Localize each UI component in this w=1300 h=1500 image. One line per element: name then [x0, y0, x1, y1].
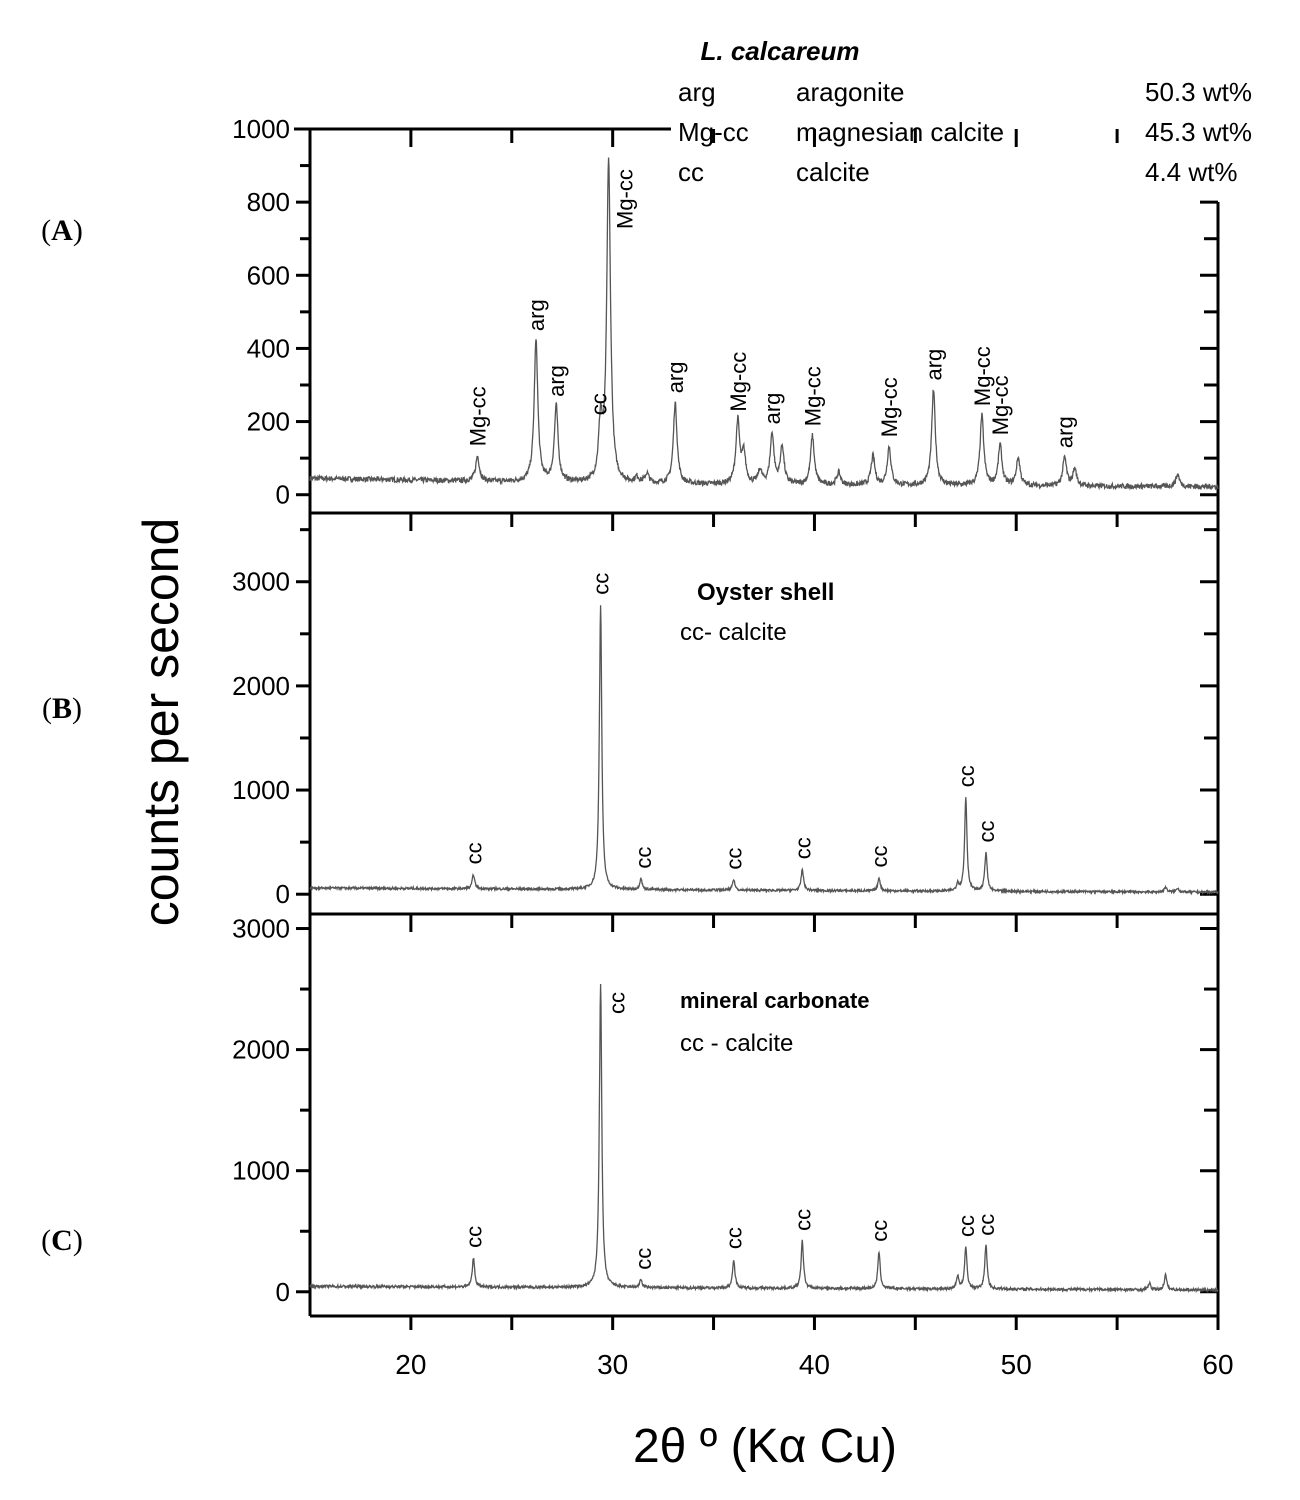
peak-label: cc — [867, 846, 892, 868]
peak-label: Mg-cc — [800, 366, 825, 426]
legend-abbr: cc — [678, 157, 704, 187]
peak-label: Mg-cc — [988, 375, 1013, 435]
peak-label: cc — [722, 848, 747, 870]
annotation-title: Oyster shell — [697, 579, 834, 606]
peak-label: cc — [974, 1214, 999, 1236]
legend-abbr: arg — [678, 77, 716, 107]
y-tick-label: 1000 — [232, 775, 290, 805]
legend-value: 4.4 wt% — [1145, 157, 1238, 187]
x-tick-label: 40 — [799, 1349, 830, 1380]
peak-label: arg — [663, 362, 688, 394]
y-tick-label: 800 — [247, 187, 290, 217]
peak-label: Mg-cc — [726, 352, 751, 412]
peak-label: arg — [524, 299, 549, 331]
y-tick-label: 200 — [247, 407, 290, 437]
peak-label: cc — [587, 393, 612, 415]
annotation-subtitle: cc - calcite — [680, 1030, 793, 1057]
peak-label: cc — [605, 992, 630, 1014]
spectrum-line — [309, 157, 1219, 491]
x-tick-label: 30 — [597, 1349, 628, 1380]
x-axis-title: 2θ º (Kα Cu) — [633, 1420, 897, 1473]
spectrum-line — [309, 983, 1219, 1294]
peak-label: cc — [954, 765, 979, 787]
peak-label: cc — [954, 1215, 979, 1237]
y-tick-label: 2000 — [232, 1035, 290, 1065]
panel-b: 0 1000 2000 3000 cc cc cc cc cc cc cc cc (B) Oyster s… — [42, 513, 1220, 916]
peak-label: Mg-cc — [613, 169, 638, 229]
peak-label: Mg-cc — [970, 346, 995, 406]
peak-label: Mg-cc — [466, 386, 491, 446]
y-axis-title: counts per second — [133, 518, 189, 927]
x-tick-label: 60 — [1202, 1349, 1233, 1380]
x-tick-label: 50 — [1001, 1349, 1032, 1380]
peak-label: arg — [922, 349, 947, 381]
y-tick-label: 1000 — [232, 114, 290, 144]
legend-value: 50.3 wt% — [1145, 77, 1252, 107]
legend-name: aragonite — [796, 77, 904, 107]
peak-label: cc — [461, 1226, 486, 1248]
legend-value: 45.3 wt% — [1145, 117, 1252, 147]
peak-label: cc — [790, 837, 815, 859]
panel-label: (A) — [41, 214, 83, 247]
y-tick-label: 2000 — [232, 671, 290, 701]
panel-label: (C) — [41, 1224, 83, 1257]
peak-label: arg — [544, 365, 569, 397]
peak-label: arg — [1053, 416, 1078, 448]
peak-label: Mg-cc — [877, 377, 902, 437]
y-tick-label: 0 — [276, 879, 290, 909]
spectrum-line — [309, 605, 1219, 896]
legend-abbr: Mg-cc — [678, 117, 749, 147]
peak-label: cc — [790, 1209, 815, 1231]
peak-label: cc — [974, 821, 999, 843]
y-tick-label: 600 — [247, 260, 290, 290]
annotation-title: mineral carbonate — [680, 988, 870, 1013]
peak-label: cc — [589, 573, 614, 595]
y-tick-label: 3000 — [232, 914, 290, 944]
y-tick-label: 3000 — [232, 567, 290, 597]
peak-label: cc — [631, 1248, 656, 1270]
legend-name: magnesian calcite — [796, 117, 1004, 147]
x-tick-label: 20 — [395, 1349, 426, 1380]
peak-label: cc — [461, 842, 486, 864]
peak-label: cc — [631, 847, 656, 869]
legend-title: L. calcareum — [701, 36, 860, 66]
y-tick-label: 400 — [247, 333, 290, 363]
panel-label: (B) — [42, 692, 82, 725]
peak-label: cc — [722, 1227, 747, 1249]
peak-label: arg — [760, 393, 785, 425]
y-tick-label: 1000 — [232, 1156, 290, 1186]
y-tick-label: 0 — [276, 480, 290, 510]
peak-label: cc — [867, 1220, 892, 1242]
annotation-subtitle: cc- calcite — [680, 619, 787, 646]
y-tick-label: 0 — [276, 1277, 290, 1307]
legend-name: calcite — [796, 157, 870, 187]
